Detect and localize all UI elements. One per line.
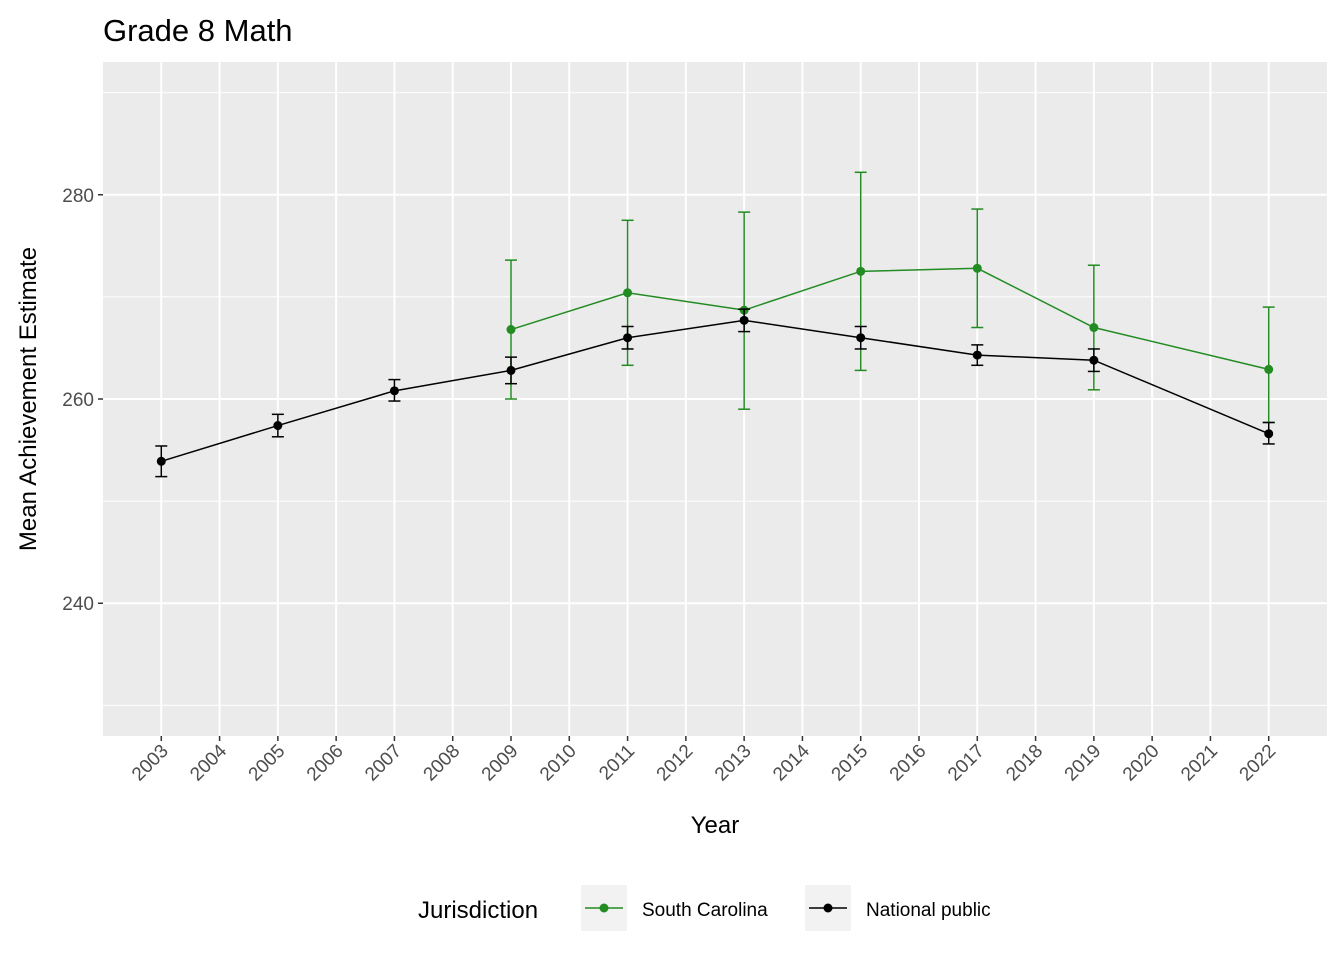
y-tick-label: 280 — [62, 186, 94, 207]
data-point — [273, 421, 283, 431]
x-tick-label: 2012 — [653, 741, 698, 786]
data-point — [506, 365, 516, 375]
x-tick-label: 2018 — [1002, 741, 1047, 786]
x-tick-label: 2008 — [420, 741, 465, 786]
x-tick-label: 2019 — [1061, 741, 1106, 786]
data-point — [389, 386, 399, 396]
minor-gridlines-y — [103, 92, 1327, 706]
legend-item-national-public: National public — [805, 885, 991, 931]
data-point — [623, 288, 633, 298]
x-tick-label: 2011 — [595, 741, 639, 785]
legend-title: Jurisdiction — [418, 897, 538, 924]
y-tick-label: 260 — [62, 390, 94, 411]
data-point — [1089, 323, 1099, 333]
data-point — [1264, 429, 1274, 439]
data-point — [623, 333, 633, 343]
x-tick-label: 2010 — [536, 741, 581, 786]
x-axis-title: Year — [691, 812, 740, 839]
data-point — [856, 266, 866, 276]
data-point — [739, 315, 749, 325]
data-point — [856, 333, 866, 343]
chart-title: Grade 8 Math — [103, 13, 293, 48]
legend-label: National public — [866, 900, 991, 921]
x-axis: 2003 2004 2005 2006 2007 2008 2009 2010 2011 2012… — [128, 736, 1280, 785]
x-tick-label: 2007 — [361, 741, 406, 786]
legend-label: South Carolina — [642, 900, 768, 921]
x-tick-label: 2013 — [711, 741, 756, 786]
series-national-public — [155, 308, 1275, 478]
legend-key-point — [599, 903, 609, 913]
x-tick-label: 2020 — [1119, 741, 1164, 786]
major-gridlines-x — [160, 62, 1270, 736]
x-tick-label: 2004 — [186, 740, 231, 785]
legend-item-south-carolina: South Carolina — [581, 885, 768, 931]
y-axis: 240 260 280 — [62, 186, 103, 615]
data-point — [1089, 355, 1099, 365]
x-tick-label: 2021 — [1177, 741, 1222, 786]
legend-key-point — [823, 903, 833, 913]
x-tick-label: 2022 — [1236, 741, 1281, 786]
x-tick-label: 2003 — [128, 741, 173, 786]
x-tick-label: 2017 — [944, 741, 989, 786]
legend: Jurisdiction South Carolina National publ… — [418, 885, 991, 931]
series-layer — [155, 171, 1275, 478]
data-point — [1264, 364, 1274, 374]
x-tick-label: 2014 — [769, 740, 814, 785]
x-tick-label: 2015 — [828, 741, 873, 786]
data-point — [506, 325, 516, 335]
x-tick-label: 2016 — [886, 741, 931, 786]
y-axis-title: Mean Achievement Estimate — [15, 247, 42, 551]
y-tick-label: 240 — [62, 594, 94, 615]
x-tick-label: 2005 — [245, 741, 290, 786]
x-tick-label: 2006 — [303, 741, 348, 786]
data-point — [972, 263, 982, 273]
series-line — [161, 319, 1270, 463]
x-tick-label: 2009 — [478, 741, 523, 786]
major-gridlines-y — [103, 193, 1327, 605]
data-point — [972, 350, 982, 360]
data-point — [156, 456, 166, 466]
